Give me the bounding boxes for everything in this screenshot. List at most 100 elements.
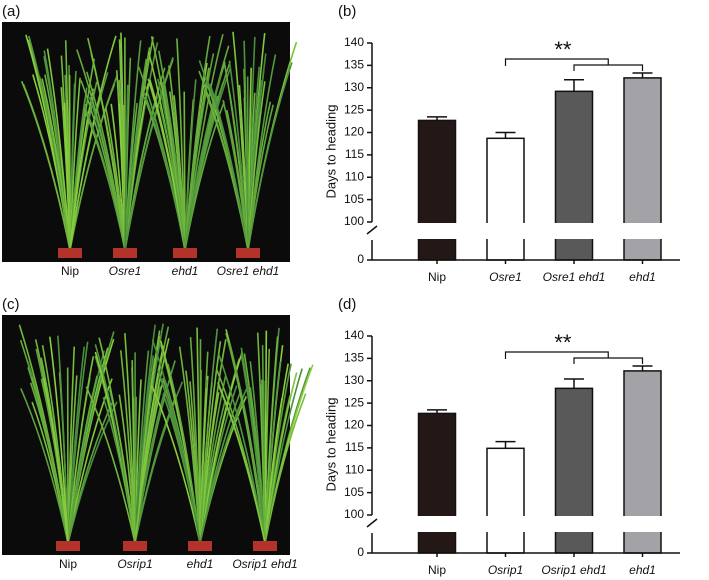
y-tick-label: 110	[345, 169, 364, 183]
plant-leaf	[124, 96, 144, 251]
plant-leaf	[46, 48, 71, 251]
y-tick-label: 0	[357, 252, 364, 266]
significance-bracket	[573, 64, 644, 71]
plant-leaf	[159, 105, 186, 251]
plant-leaf	[41, 78, 71, 251]
plant-leaf	[184, 79, 197, 251]
panel-label: (a)	[2, 3, 20, 20]
plant-leaf	[49, 336, 69, 544]
y-tick-label: 135	[344, 58, 364, 72]
plant-leaf	[150, 384, 201, 544]
y-tick-label: 100	[344, 214, 364, 228]
plant-leaf	[217, 354, 266, 544]
plant-leaf	[131, 360, 136, 544]
plant-leaf	[168, 65, 186, 251]
plant-leaf	[67, 346, 86, 544]
plant-leaf	[87, 37, 126, 251]
bar	[417, 412, 457, 554]
y-tick-label: 0	[357, 545, 364, 559]
significance-bracket	[504, 58, 609, 66]
photo-caption: Nip	[61, 264, 79, 278]
pot	[56, 541, 80, 551]
significance-label: **	[554, 37, 572, 62]
y-tick-label: 140	[344, 35, 364, 49]
plant-leaf	[67, 375, 98, 544]
y-tick-label: 125	[344, 395, 364, 409]
pot	[188, 541, 212, 551]
photo-caption: ehd1	[187, 557, 214, 571]
plant-leaf	[264, 336, 279, 544]
photo-caption: ehd1	[172, 264, 199, 278]
y-axis-label: Days to heading	[323, 398, 338, 492]
bar	[486, 137, 525, 261]
plant-leaf	[124, 84, 129, 251]
plant-leaf	[80, 80, 126, 251]
plant-leaf	[124, 57, 174, 251]
plant-leaf	[247, 62, 293, 251]
axis-break-mark	[366, 518, 378, 528]
y-tick-label: 105	[344, 192, 364, 206]
significance-bracket	[573, 357, 644, 364]
y-tick-label: 115	[345, 147, 364, 161]
panel-label: (c)	[2, 296, 20, 313]
plant-leaf	[196, 327, 201, 544]
plant-leaf	[184, 35, 211, 251]
plant-leaf	[134, 324, 156, 544]
x-tick-label: Osre1	[489, 270, 522, 284]
plant-leaf	[183, 91, 186, 251]
x-tick-label: Nip	[428, 563, 446, 577]
bar	[417, 119, 457, 261]
y-tick-label: 105	[344, 485, 364, 499]
y-tick-label: 115	[345, 440, 364, 454]
bar	[486, 447, 525, 554]
photo-caption: Osrip1	[117, 557, 152, 571]
plant-leaf	[98, 337, 136, 544]
plant-leaf	[69, 83, 116, 251]
x-tick-label: Osre1 ehd1	[543, 270, 606, 284]
plant-leaf	[66, 99, 71, 251]
plant-leaf	[67, 346, 76, 544]
axis-break-gap	[364, 223, 682, 239]
panel-label: (b)	[338, 3, 356, 20]
x-tick-label: ehd1	[629, 563, 656, 577]
y-tick-label: 120	[344, 418, 364, 432]
y-tick-label: 135	[344, 351, 364, 365]
plant-leaf	[85, 386, 136, 544]
plant-leaf	[67, 402, 113, 544]
plant-leaf	[151, 339, 201, 544]
photo-caption: Osre1	[109, 264, 142, 278]
x-tick-label: Nip	[428, 270, 446, 284]
x-tick-label: ehd1	[629, 270, 656, 284]
plant-leaf	[69, 35, 117, 251]
plant-leaf	[256, 332, 266, 544]
plant-leaf	[20, 388, 69, 544]
pot	[173, 248, 197, 258]
plant-leaf	[264, 393, 307, 544]
y-tick-label: 120	[344, 125, 364, 139]
plant-leaf	[240, 347, 266, 544]
y-axis-label: Days to heading	[323, 105, 338, 199]
plant-leaf	[178, 346, 201, 544]
plant-leaf	[118, 39, 126, 251]
plant-leaf	[57, 335, 69, 544]
photo-caption: Osrip1 ehd1	[232, 557, 297, 571]
plant-leaf	[20, 80, 71, 251]
plant-leaf	[184, 82, 224, 251]
y-tick-label: 130	[344, 80, 364, 94]
x-tick-label: Osrip1 ehd1	[541, 563, 606, 577]
pot	[123, 541, 147, 551]
plant-leaf	[42, 377, 69, 544]
plant-leaf	[67, 331, 115, 544]
plant-leaf	[199, 382, 213, 544]
pot	[113, 248, 137, 258]
y-tick-label: 140	[344, 328, 364, 342]
y-tick-label: 110	[345, 462, 364, 476]
plant-leaf	[167, 363, 201, 544]
significance-label: **	[554, 330, 572, 355]
plant-leaf	[228, 342, 266, 544]
photo-caption: Nip	[59, 557, 77, 571]
significance-bracket	[504, 351, 609, 359]
plant-leaf	[30, 376, 69, 544]
pot	[236, 248, 260, 258]
